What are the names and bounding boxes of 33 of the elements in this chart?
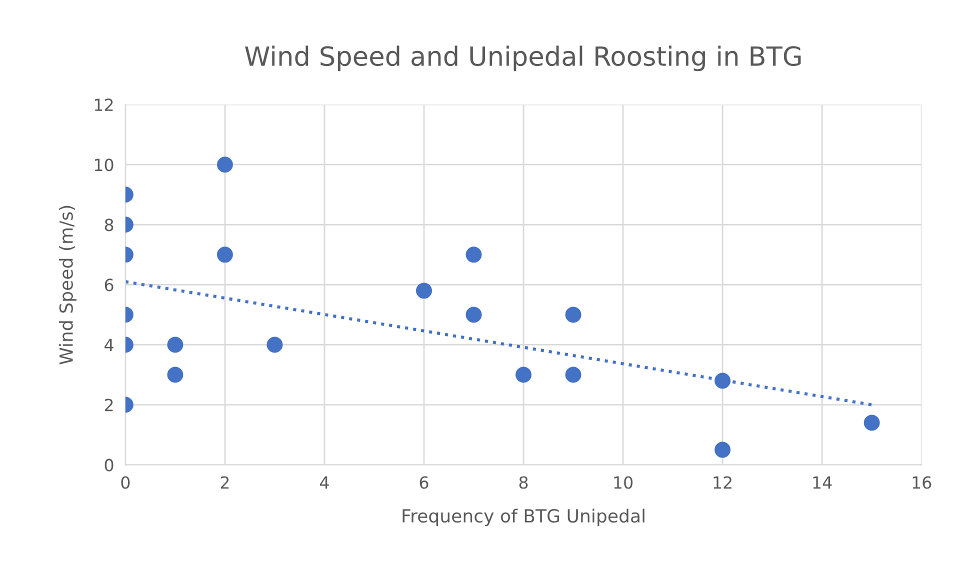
x-tick-label: 14 (813, 476, 832, 489)
x-tick-label: 4 (320, 476, 329, 489)
y-axis-title: Wind Speed (m/s) (58, 206, 76, 364)
point (714, 442, 731, 458)
x-tick-label: 16 (912, 476, 932, 489)
chart-title: Wind Speed and Unipedal Roosting in BTG (245, 46, 801, 72)
x-tick-label: 10 (614, 476, 633, 489)
point (416, 282, 432, 299)
point (516, 366, 532, 383)
x-tick-label: 8 (519, 476, 528, 489)
point (216, 246, 233, 263)
point (565, 366, 582, 383)
y-tick-label: 2 (104, 398, 113, 412)
point (466, 246, 482, 263)
x-tick-label: 2 (220, 476, 229, 489)
point (167, 366, 184, 383)
point (216, 156, 233, 173)
y-tick-label: 4 (104, 338, 114, 352)
y-tick-label: 6 (104, 278, 114, 292)
y-tick-label: 0 (104, 458, 114, 472)
point (167, 336, 184, 353)
x-tick-label: 12 (714, 476, 732, 489)
point (466, 306, 482, 323)
point (266, 336, 283, 353)
x-axis-title: Frequency of BTG Unipedal (402, 508, 644, 526)
y-tick-label: 12 (94, 98, 113, 111)
x-tick-label: 6 (420, 476, 428, 489)
point (565, 306, 582, 323)
y-tick-label: 10 (94, 158, 114, 172)
point (864, 414, 880, 431)
point (714, 372, 731, 389)
y-tick-label: 8 (104, 218, 114, 232)
x-tick-label: 0 (121, 476, 130, 489)
